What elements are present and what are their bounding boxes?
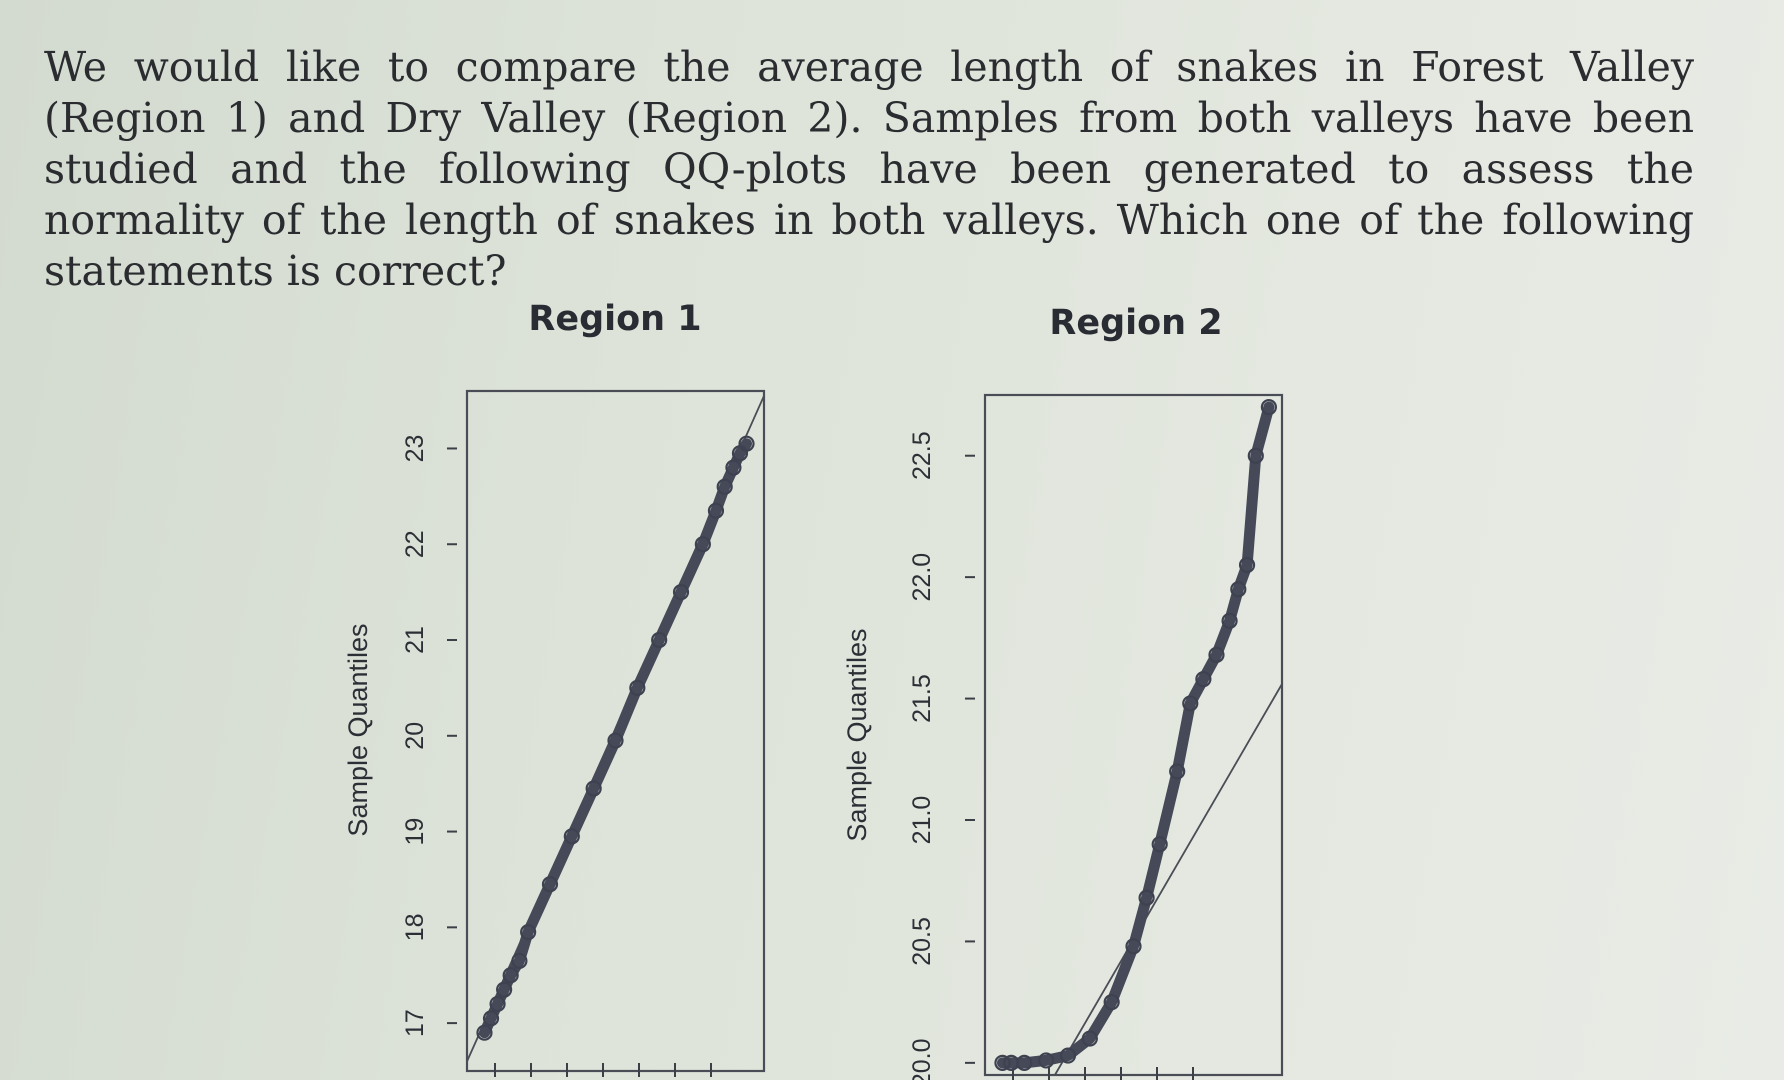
x-axis-region-2 bbox=[1012, 1067, 1194, 1080]
data-point bbox=[1260, 399, 1277, 416]
data-point bbox=[651, 631, 668, 649]
y-tick-label: 21 bbox=[401, 626, 429, 654]
y-tick-label: 19 bbox=[401, 818, 429, 846]
data-point bbox=[1195, 671, 1212, 688]
data-point bbox=[1138, 889, 1155, 906]
y-tick-label: 20 bbox=[401, 722, 429, 750]
data-point bbox=[738, 435, 755, 452]
question-text: We would like to compare the average len… bbox=[44, 43, 1694, 295]
qq-plot-region-1: Region 1 Sample Quantiles 17 18 19 20 21 22 23 bbox=[343, 299, 766, 1077]
data-point bbox=[541, 876, 559, 893]
data-point bbox=[520, 924, 537, 941]
qq-curve bbox=[479, 438, 752, 1039]
data-point bbox=[1208, 646, 1225, 663]
qq-plot-region-2: Region 2 Sample Quantiles 20.0 20.5 21.0 21… bbox=[842, 303, 1284, 1080]
y-tick-label: 17 bbox=[401, 1009, 429, 1037]
data-point bbox=[672, 584, 690, 601]
data-point bbox=[496, 981, 513, 998]
data-point bbox=[1221, 612, 1238, 629]
data-point bbox=[1125, 938, 1142, 955]
data-point bbox=[994, 1054, 1011, 1071]
reference-line-region-2 bbox=[1054, 683, 1283, 1076]
data-points-region-2 bbox=[994, 399, 1277, 1071]
y-tick-label: 21.5 bbox=[908, 674, 936, 723]
data-point bbox=[1182, 695, 1199, 712]
data-point bbox=[1016, 1054, 1033, 1071]
y-axis-region-1: 17 18 19 20 21 22 23 bbox=[401, 435, 457, 1037]
y-tick-label: 23 bbox=[401, 435, 429, 463]
y-tick-label: 22.5 bbox=[908, 431, 936, 480]
data-point bbox=[1230, 581, 1247, 598]
plot-title-region-2: Region 2 bbox=[1049, 303, 1222, 343]
data-point bbox=[489, 995, 506, 1013]
data-point bbox=[511, 952, 528, 969]
data-points-region-1 bbox=[476, 435, 755, 1041]
plot-frame-region-2 bbox=[983, 393, 1284, 1077]
y-tick-label: 20.5 bbox=[908, 917, 936, 966]
y-tick-label: 21.0 bbox=[908, 796, 936, 845]
data-point bbox=[694, 536, 711, 553]
data-point bbox=[563, 828, 580, 845]
plot-frame-region-1 bbox=[465, 389, 766, 1073]
data-point bbox=[629, 679, 646, 697]
data-point bbox=[1038, 1052, 1055, 1069]
data-point bbox=[716, 478, 733, 495]
data-point bbox=[1103, 994, 1120, 1011]
y-axis-label-region-2: Sample Quantiles bbox=[842, 628, 872, 841]
data-point bbox=[1247, 447, 1264, 464]
plot-title-region-1: Region 1 bbox=[528, 299, 701, 339]
data-point bbox=[502, 967, 519, 984]
data-point bbox=[476, 1024, 493, 1041]
data-point bbox=[1081, 1030, 1098, 1047]
y-axis-label-region-1: Sample Quantiles bbox=[343, 623, 373, 836]
y-tick-label: 22.0 bbox=[908, 553, 936, 602]
qq-curve bbox=[997, 401, 1275, 1069]
data-point bbox=[482, 1010, 500, 1027]
data-point bbox=[707, 502, 725, 519]
data-point bbox=[725, 459, 742, 476]
data-point bbox=[1059, 1047, 1077, 1064]
y-axis-region-2: 20.0 20.5 21.0 21.5 22.0 22.5 bbox=[908, 431, 975, 1080]
data-point bbox=[1238, 556, 1256, 574]
reference-line bbox=[1054, 683, 1283, 1076]
y-tick-label: 22 bbox=[401, 530, 429, 558]
data-point bbox=[1169, 763, 1186, 780]
y-tick-label: 20.0 bbox=[908, 1039, 936, 1080]
y-tick-label: 18 bbox=[401, 913, 429, 941]
data-point bbox=[1151, 836, 1168, 853]
data-point bbox=[607, 732, 624, 749]
x-axis-region-1 bbox=[494, 1063, 712, 1077]
data-point bbox=[585, 780, 602, 797]
